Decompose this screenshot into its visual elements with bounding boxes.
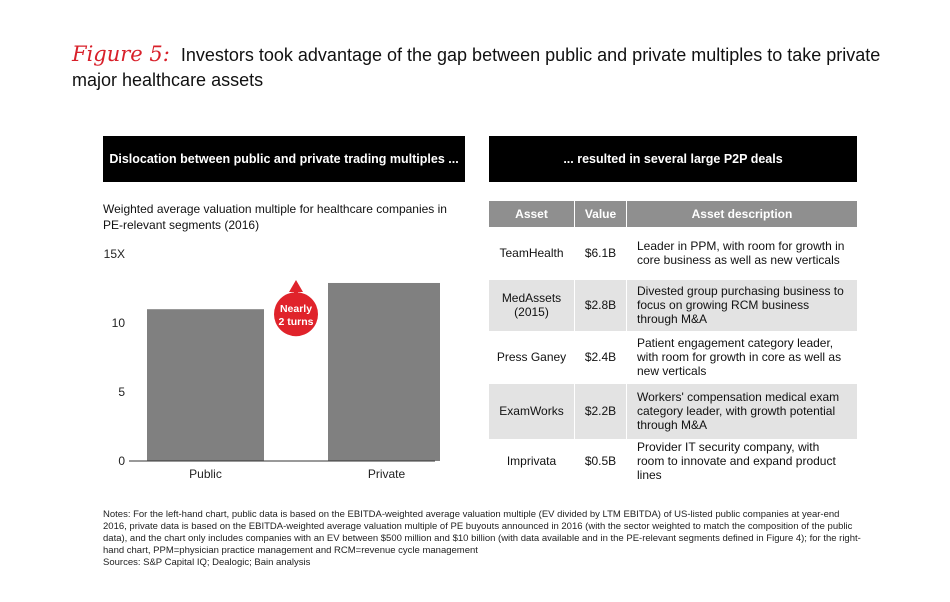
p2p-deals-table: Asset Value Asset description TeamHealth… xyxy=(489,201,857,484)
chart-subtitle: Weighted average valuation multiple for … xyxy=(103,202,447,232)
y-tick-label: 5 xyxy=(118,385,125,399)
value-cell: $2.2B xyxy=(574,383,627,440)
asset-cell: TeamHealth xyxy=(489,227,575,280)
table-row: MedAssets (2015) $2.8B Divested group pu… xyxy=(489,279,857,332)
column-header-description: Asset description xyxy=(626,201,857,227)
gap-annotation-line2: 2 turns xyxy=(278,316,313,328)
description-cell: Workers' compensation medical exam categ… xyxy=(626,383,857,440)
left-panel-header-text: Dislocation between public and private t… xyxy=(109,152,459,166)
description-cell: Divested group purchasing business to fo… xyxy=(626,279,857,332)
column-header-asset: Asset xyxy=(489,201,575,227)
sources-text: Sources: S&P Capital IQ; Dealogic; Bain … xyxy=(103,557,311,568)
gap-annotation-line1: Nearly xyxy=(280,303,312,315)
right-panel-header: ... resulted in several large P2P deals xyxy=(489,136,857,182)
right-panel-header-text: ... resulted in several large P2P deals xyxy=(563,152,783,166)
figure-label: Figure 5: xyxy=(72,42,170,66)
asset-cell: ExamWorks xyxy=(489,383,575,440)
table-row: Press Ganey $2.4B Patient engagement cat… xyxy=(489,331,857,384)
asset-cell: MedAssets (2015) xyxy=(489,279,575,332)
column-header-value: Value xyxy=(574,201,627,227)
value-cell: $6.1B xyxy=(574,227,627,280)
y-tick-label: 0 xyxy=(118,454,125,468)
description-cell: Leader in PPM, with room for growth in c… xyxy=(626,227,857,280)
table-row: TeamHealth $6.1B Leader in PPM, with roo… xyxy=(489,227,857,280)
bar-private xyxy=(328,282,440,461)
value-cell: $0.5B xyxy=(574,439,627,484)
table-row: ExamWorks $2.2B Workers' compensation me… xyxy=(489,383,857,440)
figure-title: Figure 5: Investors took advantage of th… xyxy=(72,42,912,93)
footnotes: Notes: For the left-hand chart, public d… xyxy=(103,509,863,569)
left-panel-header: Dislocation between public and private t… xyxy=(103,136,465,182)
value-cell: $2.8B xyxy=(574,279,627,332)
value-cell: $2.4B xyxy=(574,331,627,384)
gap-annotation-circle xyxy=(274,292,318,337)
y-tick-label: 15X xyxy=(104,247,125,261)
notes-text: Notes: For the left-hand chart, public d… xyxy=(103,509,861,556)
asset-cell: Press Ganey xyxy=(489,331,575,384)
table-header-row: Asset Value Asset description xyxy=(489,201,857,227)
gap-arrow-head xyxy=(289,279,303,292)
description-cell: Patient engagement category leader, with… xyxy=(626,331,857,384)
x-tick-label: Public xyxy=(189,467,222,481)
description-cell: Provider IT security company, with room … xyxy=(626,439,857,484)
table-row: Imprivata $0.5B Provider IT security com… xyxy=(489,439,857,484)
x-tick-label: Private xyxy=(368,467,406,481)
bar-public xyxy=(147,309,264,461)
asset-cell: Imprivata xyxy=(489,439,575,484)
figure-title-text: Investors took advantage of the gap betw… xyxy=(72,45,881,90)
y-tick-label: 10 xyxy=(112,316,126,330)
